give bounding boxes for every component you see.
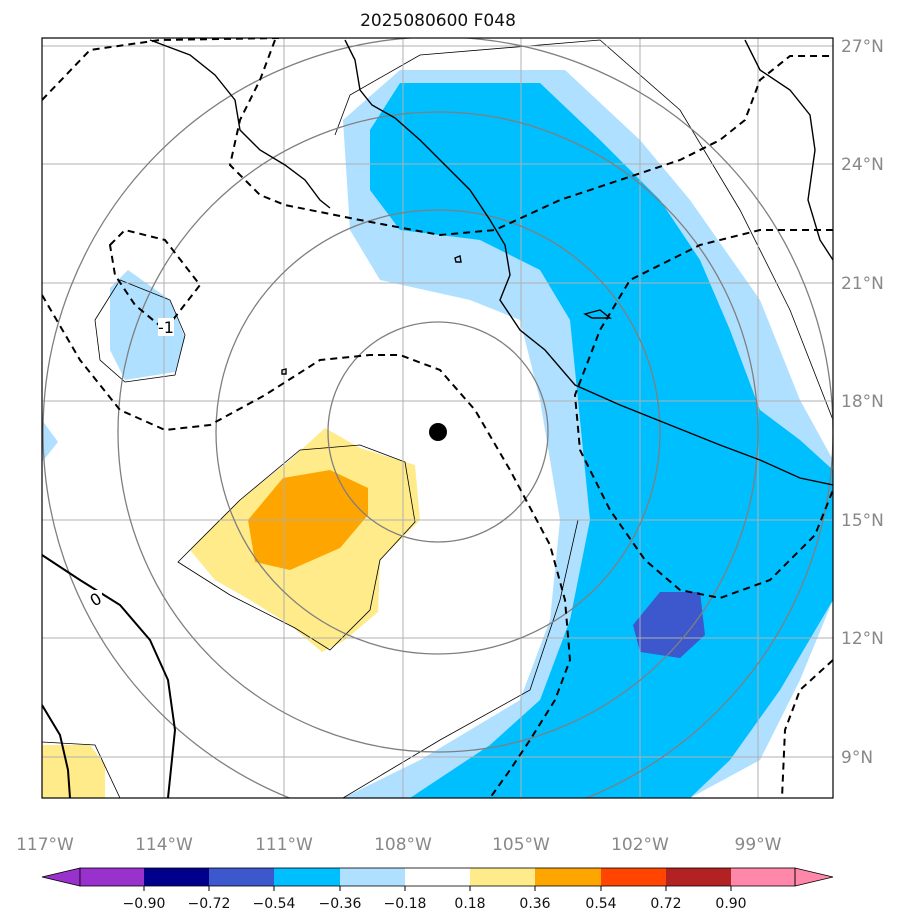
outline-east-south bbox=[342, 519, 579, 798]
lon-label-114w: 114°W bbox=[135, 835, 193, 855]
lon-axis: 117°W 114°W 111°W 108°W 105°W 102°W 99°W bbox=[16, 835, 782, 855]
dashed-contour-southeast bbox=[781, 659, 833, 798]
lon-label-105w: 105°W bbox=[492, 835, 550, 855]
cb-label-054: 0.54 bbox=[585, 896, 616, 912]
range-ring-1 bbox=[327, 321, 549, 543]
colorbar-bin-7 bbox=[470, 868, 535, 886]
colorbar-bin-1 bbox=[80, 868, 144, 886]
storm-center-marker bbox=[429, 423, 447, 441]
lat-label-24n: 24°N bbox=[841, 155, 884, 175]
lon-label-111w: 111°W bbox=[255, 835, 313, 855]
coastline-baja bbox=[149, 39, 331, 209]
colorbar-bin-2 bbox=[144, 868, 209, 886]
colorbar: −0.90 −0.72 −0.54 −0.36 −0.18 0.18 0.36 … bbox=[41, 867, 834, 912]
contour-label-neg1: -1 bbox=[158, 318, 174, 337]
colorbar-bin-4 bbox=[274, 868, 340, 886]
cb-label-neg018: −0.18 bbox=[384, 896, 427, 912]
coastline-east bbox=[744, 39, 833, 261]
lat-label-27n: 27°N bbox=[841, 37, 884, 57]
solid-contour-0 bbox=[42, 554, 177, 798]
lat-label-12n: 12°N bbox=[841, 629, 884, 649]
range-ring-2 bbox=[215, 209, 661, 655]
outline-sw bbox=[42, 741, 121, 798]
lat-label-21n: 21°N bbox=[841, 274, 884, 294]
fill-southwest-yellow bbox=[42, 745, 105, 798]
dashed-contour-east bbox=[573, 229, 833, 600]
range-ring-4 bbox=[42, 38, 833, 798]
fill-east-blue bbox=[370, 83, 833, 798]
lon-label-117w: 117°W bbox=[16, 835, 74, 855]
cb-label-036: 0.36 bbox=[519, 896, 550, 912]
cb-label-neg054: −0.54 bbox=[253, 896, 296, 912]
colorbar-bin-10 bbox=[666, 868, 731, 886]
cb-label-neg090: −0.90 bbox=[123, 896, 166, 912]
solid-contours bbox=[42, 554, 177, 798]
dashed-contour-main bbox=[42, 294, 572, 798]
lat-label-18n: 18°N bbox=[841, 392, 884, 412]
fill-edge-light-blue bbox=[42, 420, 58, 462]
coastline bbox=[149, 39, 833, 486]
lat-label-9n: 9°N bbox=[841, 748, 873, 768]
lon-label-108w: 108°W bbox=[374, 835, 432, 855]
lon-label-102w: 102°W bbox=[611, 835, 669, 855]
coastline-mainland-west bbox=[344, 39, 833, 486]
graticule bbox=[42, 38, 833, 798]
colorbar-bin-5 bbox=[340, 868, 405, 886]
colorbar-ticks bbox=[143, 886, 732, 891]
map-area: -1 0 bbox=[42, 38, 833, 798]
lat-axis: 27°N 24°N 21°N 18°N 15°N 12°N 9°N bbox=[841, 37, 884, 768]
island-2 bbox=[454, 255, 462, 263]
map-frame bbox=[41, 37, 834, 799]
colorbar-under-triangle bbox=[41, 867, 81, 887]
range-rings bbox=[42, 38, 833, 798]
fill-west-light-blue bbox=[110, 270, 185, 380]
fill-layer bbox=[42, 70, 833, 798]
dashed-contours bbox=[42, 38, 833, 798]
colorbar-bin-9 bbox=[601, 868, 666, 886]
fill-southeast-dark-blue bbox=[633, 592, 705, 658]
cb-label-neg036: −0.36 bbox=[319, 896, 362, 912]
colorbar-bin-6 bbox=[405, 868, 470, 886]
solid-contour-2 bbox=[42, 704, 71, 798]
lon-label-99w: 99°W bbox=[735, 835, 782, 855]
cb-label-072: 0.72 bbox=[650, 896, 681, 912]
range-ring-3 bbox=[117, 111, 759, 753]
colorbar-bin-3 bbox=[209, 868, 274, 886]
contour-label-0-bg bbox=[88, 590, 102, 608]
colorbar-bin-11 bbox=[731, 868, 795, 886]
cb-label-090: 0.90 bbox=[715, 896, 746, 912]
chart-title: 2025080600 F048 bbox=[360, 11, 516, 31]
colorbar-frame bbox=[79, 867, 796, 887]
contour-label-neg1-bg bbox=[158, 318, 174, 336]
island-3 bbox=[281, 368, 287, 375]
dashed-contour-north bbox=[42, 38, 281, 101]
island-1 bbox=[583, 309, 612, 319]
cb-label-neg072: −0.72 bbox=[188, 896, 231, 912]
cb-label-018: 0.18 bbox=[454, 896, 485, 912]
lat-label-15n: 15°N bbox=[841, 511, 884, 531]
dashed-contour-west-small bbox=[108, 228, 202, 332]
colorbar-bin-8 bbox=[535, 868, 601, 886]
colorbar-over-triangle bbox=[794, 867, 834, 887]
